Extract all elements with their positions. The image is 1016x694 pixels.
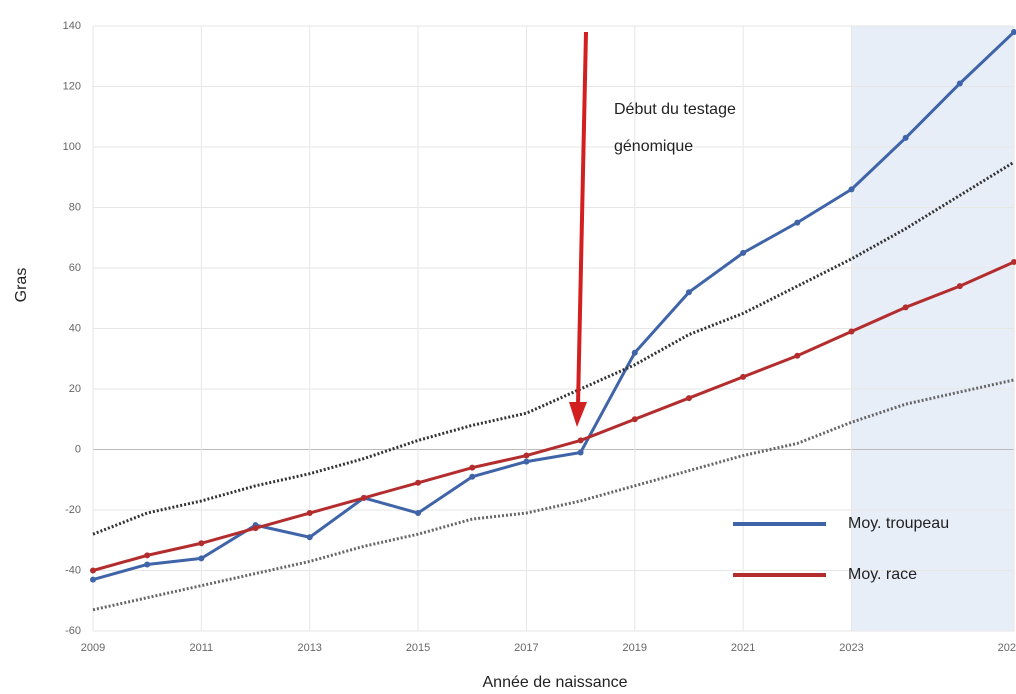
data-point: [631, 349, 638, 356]
x-tick-label: 2015: [406, 642, 430, 654]
y-tick-label: 80: [69, 201, 81, 213]
data-point: [523, 458, 530, 465]
data-point: [848, 186, 855, 193]
annotation: Début du testage: [614, 101, 736, 118]
y-tick-label: -60: [65, 625, 81, 637]
annotation-arrow: [576, 31, 588, 406]
data-point: [1011, 258, 1016, 265]
data-point: [306, 534, 313, 541]
data-point: [956, 80, 963, 87]
data-point: [469, 473, 476, 480]
data-point: [740, 373, 747, 380]
y-tick-label: 100: [63, 141, 81, 153]
y-tick-label: -20: [65, 504, 81, 516]
data-point: [577, 449, 584, 456]
data-point: [144, 552, 151, 559]
y-tick-label: 120: [63, 80, 81, 92]
y-tick-label: 0: [75, 443, 81, 455]
data-point: [523, 452, 530, 459]
data-point: [848, 328, 855, 335]
legend-label: Moy. race: [848, 566, 917, 583]
data-point: [306, 510, 313, 517]
x-tick-label: 2009: [81, 642, 105, 654]
series-line: [92, 160, 1015, 536]
data-point: [956, 283, 963, 290]
series-line: [92, 260, 1015, 572]
data-point: [902, 134, 909, 141]
x-axis-label: Année de naissance: [483, 674, 628, 691]
data-point: [90, 567, 96, 574]
data-point: [415, 510, 422, 517]
data-point: [794, 352, 801, 359]
data-point: [90, 576, 96, 583]
x-tick-label: 2023: [839, 642, 863, 654]
data-point: [144, 561, 151, 568]
data-point: [198, 540, 205, 547]
data-point: [198, 555, 205, 562]
legend-label: Moy. troupeau: [848, 515, 949, 532]
data-point: [415, 479, 422, 486]
x-tick-label: 2013: [297, 642, 321, 654]
data-point: [577, 437, 584, 444]
y-axis-label: Gras: [13, 268, 30, 303]
data-point: [631, 416, 638, 423]
grid: [92, 25, 1015, 632]
data-point: [740, 249, 747, 256]
x-tick-label: 2021: [731, 642, 755, 654]
series-line: [92, 378, 1015, 612]
data-point: [902, 304, 909, 311]
x-tick-label: 2011: [190, 642, 214, 654]
y-tick-label: 60: [69, 262, 81, 274]
data-point: [685, 289, 692, 296]
y-tick-label: 20: [69, 383, 81, 395]
x-tick-label: 2019: [623, 642, 647, 654]
data-point: [1011, 29, 1016, 36]
y-tick-label: 40: [69, 322, 81, 334]
data-point: [252, 525, 259, 532]
y-tick-label: 140: [63, 20, 81, 32]
data-point: [794, 219, 801, 226]
x-tick-label: 202: [998, 642, 1016, 654]
y-tick-label: -40: [65, 564, 81, 576]
data-point: [360, 494, 367, 501]
annotation: génomique: [614, 138, 693, 155]
x-tick-label: 2017: [514, 642, 538, 654]
data-point: [685, 395, 692, 402]
data-point: [469, 464, 476, 471]
annotation-arrowhead: [569, 402, 587, 427]
